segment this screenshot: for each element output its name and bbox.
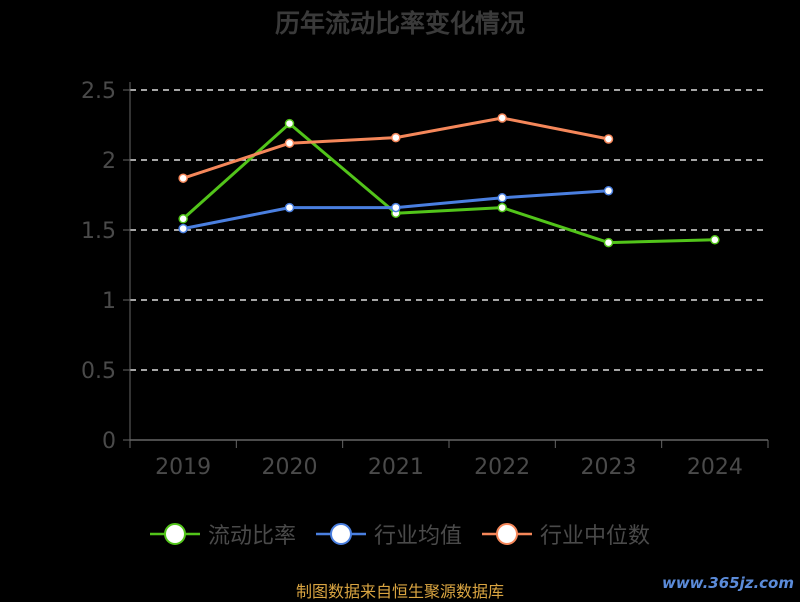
series-1-point-2 xyxy=(391,202,401,213)
series-0-point-0 xyxy=(178,214,188,224)
legend-marker-0 xyxy=(163,523,186,545)
series-1-point-0 xyxy=(178,223,188,234)
series-1-point-3 xyxy=(497,193,507,203)
watermark: www.365jz.com xyxy=(661,574,794,592)
x-tick-label-4: 2023 xyxy=(581,455,637,480)
y-tick-label-4: 2 xyxy=(102,149,116,174)
series-layer xyxy=(178,113,720,248)
legend-marker-2 xyxy=(496,523,518,545)
series-2-point-3 xyxy=(497,113,507,123)
y-tick-label-3: 1.5 xyxy=(81,219,116,244)
legend-item-1[interactable]: 行业均值 xyxy=(315,518,462,550)
y-tick-label-0: 0 xyxy=(102,429,116,454)
series-2-point-2 xyxy=(391,132,401,143)
y-tick-label-5: 2.5 xyxy=(81,79,116,104)
series-0-point-4 xyxy=(603,237,614,248)
legend-symbol-1 xyxy=(315,523,366,545)
source-note: 制图数据来自恒生聚源数据库 xyxy=(295,582,504,601)
legend-symbol-0 xyxy=(149,523,200,545)
series-0-point-3 xyxy=(497,202,507,213)
legend-symbol-2 xyxy=(482,523,532,545)
y-tick-label-2: 1 xyxy=(102,289,116,314)
x-tick-label-3: 2022 xyxy=(474,455,530,480)
legend-item-2[interactable]: 行业中位数 xyxy=(482,518,650,550)
legend: 流动比率 行业均值 行业中位数 xyxy=(0,518,800,550)
series-line-2 xyxy=(182,116,609,180)
series-0-point-1 xyxy=(284,118,295,129)
series-line-0 xyxy=(182,122,715,245)
legend-label-1: 行业均值 xyxy=(373,524,462,549)
chart-title: 历年流动比率变化情况 xyxy=(274,9,525,38)
legend-label-0: 流动比率 xyxy=(207,524,296,549)
x-tick-label-0: 2019 xyxy=(155,455,211,480)
x-tick-label-2: 2021 xyxy=(368,455,424,480)
series-1-point-1 xyxy=(284,202,295,213)
series-2-point-0 xyxy=(178,173,188,183)
series-2-point-4 xyxy=(603,134,614,144)
grid-layer xyxy=(130,89,768,371)
y-tick-label-1: 0.5 xyxy=(81,359,116,384)
series-1-point-4 xyxy=(603,186,614,196)
x-tick-label-5: 2024 xyxy=(687,455,743,480)
legend-label-2: 行业中位数 xyxy=(540,524,651,549)
series-0-point-5 xyxy=(710,235,720,245)
x-tick-label-1: 2020 xyxy=(262,455,318,480)
axis-layer: 0 0.5 1 1.5 2 2.5 2019 2020 2021 2022 2023 2024 xyxy=(81,79,769,480)
legend-item-0[interactable]: 流动比率 xyxy=(149,518,296,550)
series-2-point-1 xyxy=(284,138,295,148)
legend-marker-1 xyxy=(329,523,352,545)
